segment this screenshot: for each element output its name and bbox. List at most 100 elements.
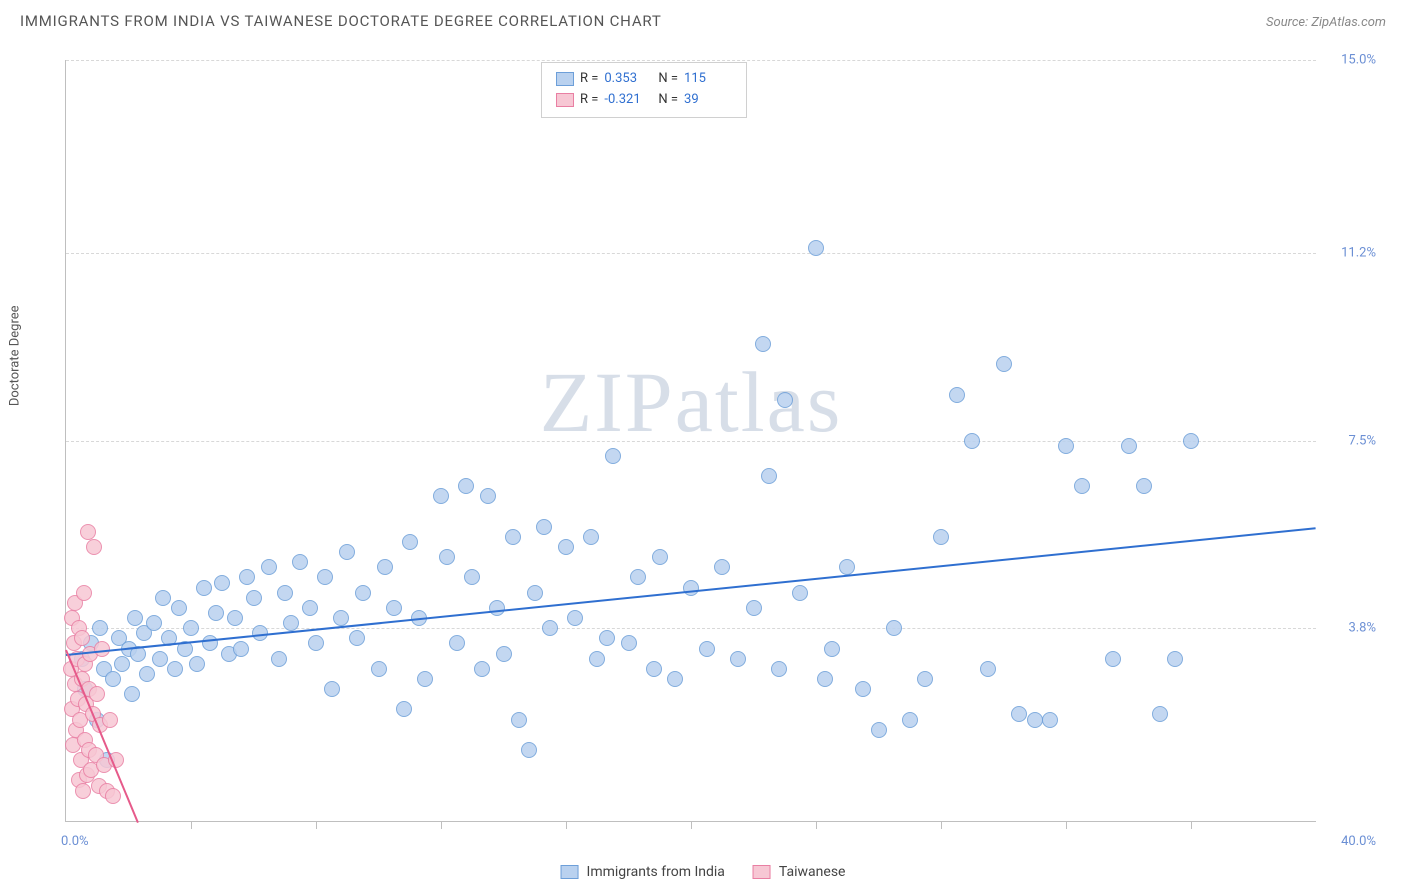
data-point-india <box>127 610 143 626</box>
data-point-taiwan <box>94 641 110 657</box>
data-point-india <box>371 661 387 677</box>
data-point-india <box>317 569 333 585</box>
data-point-india <box>761 468 777 484</box>
x-tick <box>1066 821 1067 829</box>
data-point-india <box>746 600 762 616</box>
data-point-india <box>605 448 621 464</box>
data-point-india <box>105 671 121 687</box>
data-point-india <box>949 387 965 403</box>
data-point-india <box>521 742 537 758</box>
data-point-india <box>214 575 230 591</box>
y-tick-label: 15.0% <box>1341 53 1376 68</box>
data-point-taiwan <box>89 686 105 702</box>
data-point-india <box>189 656 205 672</box>
data-point-india <box>302 600 318 616</box>
data-point-india <box>902 712 918 728</box>
data-point-india <box>917 671 933 687</box>
data-point-india <box>155 590 171 606</box>
chart-title: IMMIGRANTS FROM INDIA VS TAIWANESE DOCTO… <box>20 12 662 30</box>
data-point-india <box>349 630 365 646</box>
data-point-india <box>271 651 287 667</box>
data-point-india <box>871 722 887 738</box>
data-point-india <box>114 656 130 672</box>
data-point-india <box>583 529 599 545</box>
x-tick <box>1191 821 1192 829</box>
r-label: R = <box>580 69 598 90</box>
data-point-india <box>589 651 605 667</box>
legend-swatch-taiwan <box>753 865 771 879</box>
chart-area: Doctorate Degree ZIPatlas 0.0% 40.0% R =… <box>20 45 1386 852</box>
data-point-india <box>824 641 840 657</box>
data-point-india <box>667 671 683 687</box>
data-point-india <box>355 585 371 601</box>
data-point-india <box>246 590 262 606</box>
x-origin-label: 0.0% <box>61 834 89 849</box>
data-point-india <box>386 600 402 616</box>
data-point-taiwan <box>80 524 96 540</box>
legend-item-india: Immigrants from India <box>561 864 725 880</box>
data-point-india <box>755 336 771 352</box>
data-point-india <box>152 651 168 667</box>
data-point-taiwan <box>102 712 118 728</box>
data-point-india <box>261 559 277 575</box>
data-point-india <box>792 585 808 601</box>
data-point-india <box>771 661 787 677</box>
x-tick <box>566 821 567 829</box>
data-point-india <box>505 529 521 545</box>
data-point-india <box>558 539 574 555</box>
stats-swatch-taiwan <box>556 93 574 107</box>
data-point-india <box>1121 438 1137 454</box>
data-point-india <box>439 549 455 565</box>
data-point-india <box>1058 438 1074 454</box>
data-point-india <box>599 630 615 646</box>
data-point-india <box>146 615 162 631</box>
data-point-india <box>292 554 308 570</box>
data-point-taiwan <box>105 788 121 804</box>
data-point-taiwan <box>74 630 90 646</box>
y-tick-label: 11.2% <box>1341 245 1376 260</box>
data-point-india <box>964 433 980 449</box>
stats-row-india: R =0.353N =115 <box>556 69 732 90</box>
x-tick <box>191 821 192 829</box>
data-point-india <box>92 620 108 636</box>
data-point-india <box>1011 706 1027 722</box>
data-point-india <box>196 580 212 596</box>
source-label: Source: ZipAtlas.com <box>1266 15 1386 30</box>
data-point-india <box>652 549 668 565</box>
data-point-india <box>714 559 730 575</box>
legend-item-taiwan: Taiwanese <box>753 864 846 880</box>
data-point-india <box>1136 478 1152 494</box>
data-point-india <box>777 392 793 408</box>
watermark: ZIPatlas <box>540 352 843 452</box>
r-value-taiwan: -0.321 <box>604 90 652 111</box>
gridline <box>66 253 1316 254</box>
x-tick <box>441 821 442 829</box>
data-point-india <box>730 651 746 667</box>
stats-swatch-india <box>556 72 574 86</box>
data-point-india <box>480 488 496 504</box>
data-point-india <box>1042 712 1058 728</box>
data-point-india <box>208 605 224 621</box>
data-point-india <box>683 580 699 596</box>
y-tick-label: 3.8% <box>1348 621 1376 636</box>
n-value-taiwan: 39 <box>684 90 732 111</box>
data-point-india <box>474 661 490 677</box>
data-point-india <box>464 569 480 585</box>
data-point-india <box>324 681 340 697</box>
y-tick-label: 7.5% <box>1348 433 1376 448</box>
data-point-india <box>542 620 558 636</box>
x-tick <box>941 821 942 829</box>
n-label: N = <box>658 69 678 90</box>
data-point-taiwan <box>75 783 91 799</box>
data-point-india <box>511 712 527 728</box>
data-point-india <box>489 600 505 616</box>
data-point-india <box>233 641 249 657</box>
data-point-india <box>283 615 299 631</box>
legend-label-india: Immigrants from India <box>587 864 725 880</box>
r-label: R = <box>580 90 598 111</box>
scatter-plot: ZIPatlas 0.0% 40.0% R =0.353N =115R =-0.… <box>65 60 1316 822</box>
x-tick <box>316 821 317 829</box>
x-tick <box>691 821 692 829</box>
data-point-india <box>1183 433 1199 449</box>
data-point-taiwan <box>86 539 102 555</box>
